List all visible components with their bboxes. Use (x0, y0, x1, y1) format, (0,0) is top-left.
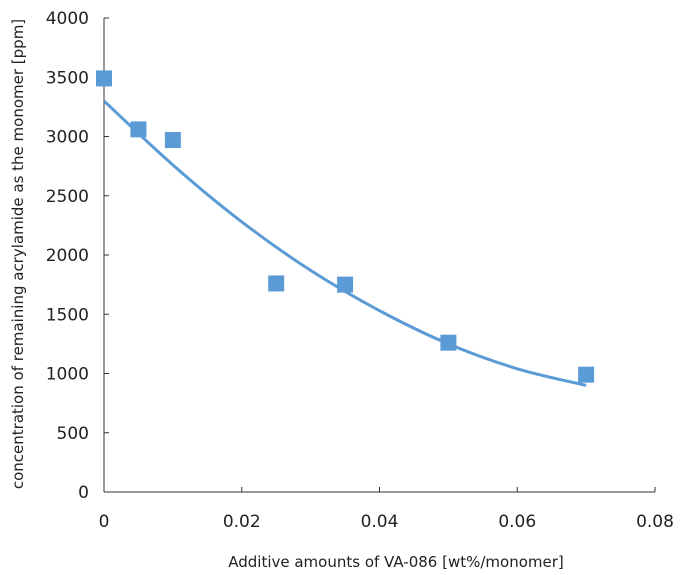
data-point (268, 275, 285, 292)
x-tick-label: 0.02 (223, 512, 261, 532)
y-tick-label: 0 (78, 483, 89, 503)
y-axis-ticks: 0 500 1000 1500 2000 2500 3000 3500 4000 (46, 9, 109, 503)
x-tick-label: 0.08 (636, 512, 674, 532)
y-axis-label: concentration of remaining acrylamide as… (9, 19, 27, 489)
x-tick-label: 0.04 (361, 512, 399, 532)
y-tick-label: 3000 (46, 128, 89, 148)
y-tick-label: 1000 (46, 365, 89, 385)
data-point (96, 70, 112, 87)
y-tick-label: 2000 (46, 246, 89, 266)
data-point (164, 132, 181, 149)
y-tick-label: 500 (57, 424, 89, 444)
data-point (440, 334, 457, 351)
x-axis-ticks: 0 0.02 0.04 0.06 0.08 (99, 487, 674, 532)
y-tick-label: 2500 (46, 187, 89, 207)
y-tick-label: 4000 (46, 9, 89, 29)
data-point (337, 276, 354, 293)
trend-line (102, 99, 587, 387)
plot-area (96, 70, 595, 387)
y-tick-label: 1500 (46, 305, 89, 325)
x-tick-label: 0 (99, 512, 110, 532)
y-tick-label: 3500 (46, 68, 89, 88)
data-point (130, 121, 147, 138)
x-axis-label: Additive amounts of VA-086 [wt%/monomer] (228, 553, 564, 571)
x-tick-label: 0.06 (498, 512, 536, 532)
data-point (578, 366, 595, 383)
axes (103, 18, 655, 493)
